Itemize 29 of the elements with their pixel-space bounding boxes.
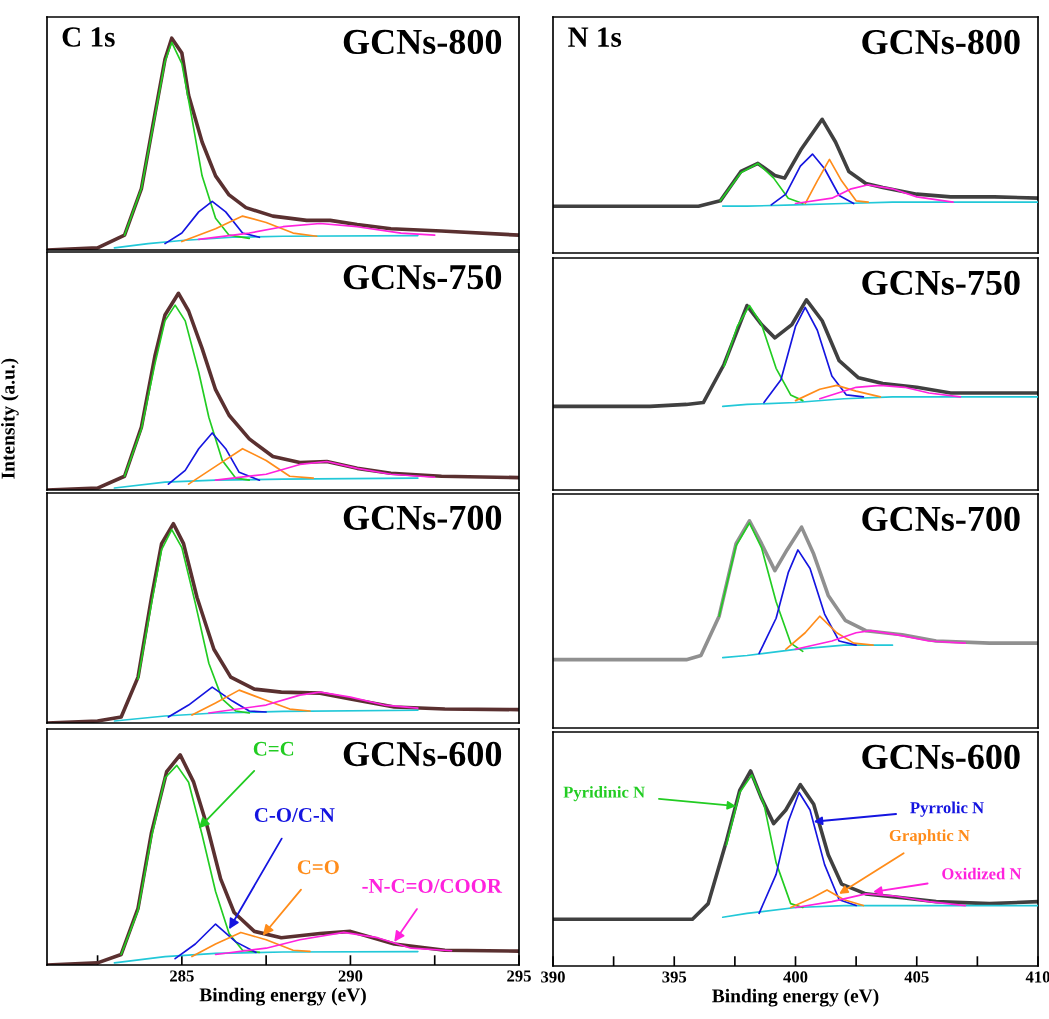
- x-tick-label: 285: [170, 970, 194, 982]
- chart-title: GCNs-700: [862, 506, 1020, 532]
- chart-title: GCNs-600: [343, 741, 502, 767]
- annotation: Oxidized N: [942, 867, 1022, 880]
- x-tick-label: 400: [783, 971, 808, 983]
- annotation: C=C: [253, 741, 294, 756]
- annotation: C-O/C-N: [254, 807, 335, 822]
- chart-title: GCNs-800: [343, 29, 502, 55]
- chart-title: GCNs-750: [862, 270, 1020, 296]
- x-tick-label: 410: [1025, 971, 1049, 983]
- x-axis-title: Binding energy (eV): [199, 987, 366, 1006]
- x-tick-label: 405: [904, 971, 929, 983]
- annotation: Pyridinic N: [563, 786, 645, 802]
- y-axis-title: Intensity (a.u.): [0, 358, 19, 479]
- x-tick-label: 290: [338, 970, 363, 982]
- chart-title: GCNs-600: [862, 744, 1020, 770]
- x-tick-label: 395: [662, 971, 687, 983]
- annotation: C 1s: [62, 27, 115, 47]
- x-tick-label: 295: [507, 970, 531, 982]
- chart-title: GCNs-750: [343, 264, 502, 290]
- x-tick-label: 390: [541, 971, 565, 983]
- annotation: Pyrrolic N: [910, 801, 984, 817]
- annotation: C=O: [297, 860, 339, 875]
- x-axis-title: Binding energy (eV): [712, 988, 879, 1007]
- text: N 1s: [568, 27, 622, 47]
- chart-title: GCNs-700: [343, 505, 502, 530]
- annotation: Graphtic N: [889, 829, 970, 845]
- chart-title: GCNs-800: [862, 29, 1020, 55]
- annotation: -N-C=O/COOR: [362, 878, 503, 893]
